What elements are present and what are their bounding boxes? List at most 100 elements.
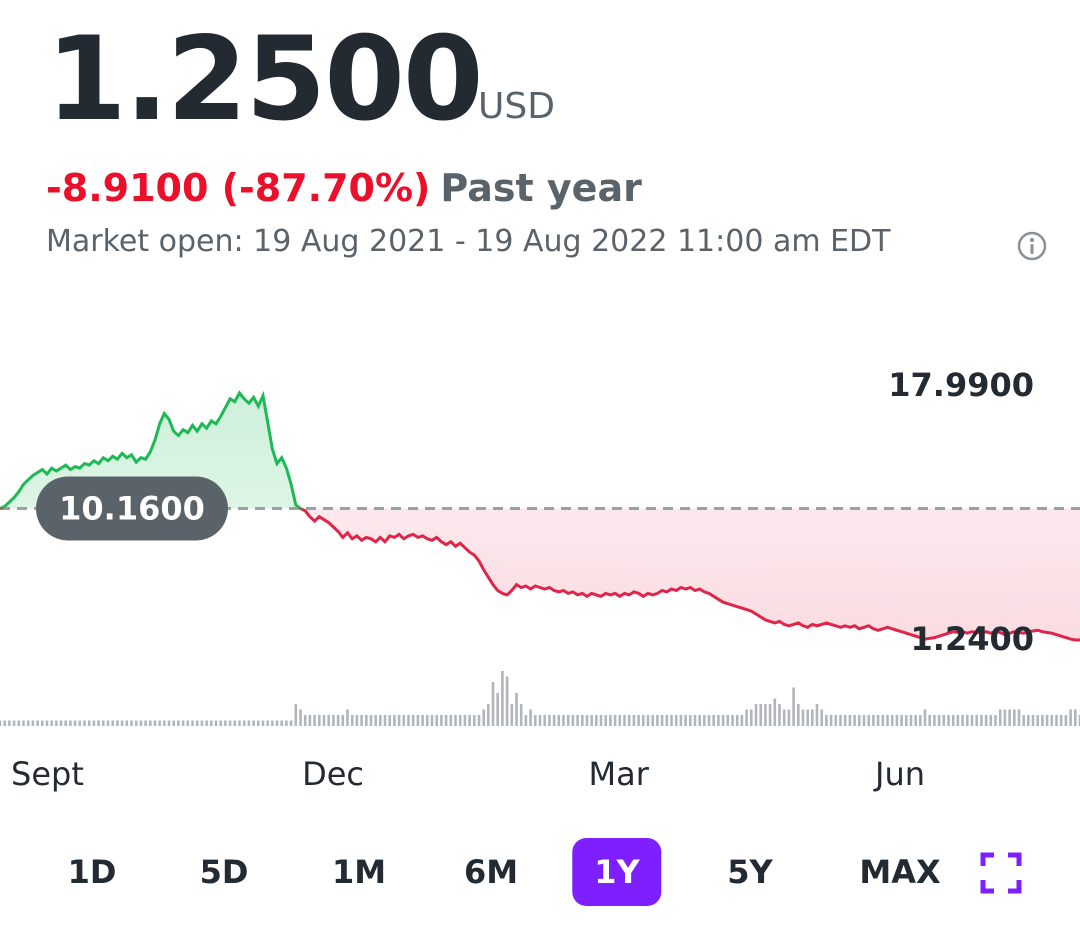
volume-bar (848, 715, 852, 726)
volume-bar (1027, 715, 1030, 726)
volume-bar (55, 720, 58, 726)
volume-bar (106, 720, 110, 726)
range-button-max[interactable]: MAX (859, 853, 941, 891)
range-button-5d[interactable]: 5D (199, 853, 249, 891)
volume-bar (787, 709, 791, 726)
price-change-row: -8.9100 (-87.70%) Past year (46, 166, 642, 210)
volume-bar (247, 720, 251, 726)
volume-bar (421, 715, 424, 726)
range-button-1d[interactable]: 1D (67, 853, 117, 891)
volume-bar (1059, 715, 1063, 726)
volume-bar (543, 715, 546, 726)
volume-bar (665, 715, 669, 726)
volume-bar (745, 709, 748, 726)
volume-bar (923, 709, 927, 726)
volume-bar (336, 715, 340, 726)
volume-bar (890, 715, 894, 726)
volume-bar (566, 715, 570, 726)
volume-bar (299, 709, 302, 726)
volume-bar (928, 715, 931, 726)
volume-bar (195, 720, 199, 726)
volume-bar (463, 715, 467, 726)
volume-bar (491, 682, 495, 726)
volume-bar (332, 715, 335, 726)
volume-bar (773, 698, 777, 726)
volume-bar (1041, 715, 1044, 726)
volume-bar (571, 715, 575, 726)
volume-bar (271, 720, 274, 726)
volume-bar (637, 715, 640, 726)
volume-bar (731, 715, 734, 726)
volume-bar (750, 709, 753, 726)
price-line-down (0, 508, 1080, 642)
volume-bar (782, 709, 786, 726)
info-icon[interactable] (1016, 230, 1048, 262)
volume-bar (947, 715, 950, 726)
volume-bar (252, 720, 255, 726)
volume-bar (346, 709, 349, 726)
volume-bar (519, 704, 523, 726)
volume-bar (778, 704, 781, 726)
volume-bar (834, 715, 838, 726)
volume-bar (801, 709, 805, 726)
volume-bar (670, 715, 673, 726)
volume-bar (632, 715, 636, 726)
low-label: 1.2400 (911, 620, 1034, 658)
volume-bar (829, 715, 833, 726)
volume-bar (191, 720, 194, 726)
high-label: 17.9900 (888, 366, 1034, 404)
volume-bar (458, 715, 462, 726)
price-chart[interactable]: 17.9900 1.2400 10.1600 Sept Dec Mar Jun (0, 300, 1080, 800)
volume-bar (224, 720, 227, 726)
volume-bar (595, 715, 598, 726)
volume-bar (862, 715, 866, 726)
volume-bar (998, 709, 1002, 726)
volume-bar (872, 715, 875, 726)
volume-bar (430, 715, 434, 726)
x-tick-label: Dec (302, 755, 364, 793)
volume-bar (177, 720, 180, 726)
volume-bar (919, 715, 922, 726)
range-button-1y[interactable]: 1Y (572, 838, 662, 906)
volume-bar (867, 715, 870, 726)
volume-bar (529, 709, 532, 726)
volume-bar (820, 709, 823, 726)
volume-bar (102, 720, 105, 726)
volume-bar (233, 720, 237, 726)
volume-bar (407, 715, 410, 726)
fullscreen-icon[interactable] (980, 852, 1022, 894)
range-button-5y[interactable]: 5Y (727, 853, 773, 891)
volume-bar (496, 693, 499, 726)
volume-bar (966, 715, 969, 726)
volume-bar (153, 720, 157, 726)
volume-bar (627, 715, 631, 726)
volume-bar (257, 720, 260, 726)
volume-bar (134, 720, 138, 726)
volume-bar (792, 687, 795, 726)
range-button-6m[interactable]: 6M (463, 853, 519, 891)
market-status: Market open: 19 Aug 2021 - 19 Aug 2022 1… (46, 224, 891, 259)
area-fill-down (0, 508, 1080, 640)
range-selector: 1D 5D 1M 6M 1Y 5Y MAX (0, 838, 1080, 906)
volume-bar (839, 715, 842, 726)
volume-bar (754, 704, 758, 726)
volume-bar (92, 720, 96, 726)
volume-bar (707, 715, 711, 726)
volume-bar (214, 720, 218, 726)
volume-bar (1013, 709, 1016, 726)
volume-bar (613, 715, 617, 726)
volume-bar (937, 715, 941, 726)
volume-bar (858, 715, 861, 726)
currency-label: USD (478, 86, 555, 127)
range-button-1m[interactable]: 1M (331, 853, 387, 891)
volume-bar (36, 720, 39, 726)
volume-bar (275, 720, 279, 726)
volume-bar (679, 715, 683, 726)
volume-bar (294, 704, 298, 726)
volume-bar (186, 720, 190, 726)
volume-bar (341, 715, 345, 726)
volume-bar (120, 720, 124, 726)
volume-bar (905, 715, 908, 726)
volume-bar (303, 715, 307, 726)
volume-bar (139, 720, 143, 726)
